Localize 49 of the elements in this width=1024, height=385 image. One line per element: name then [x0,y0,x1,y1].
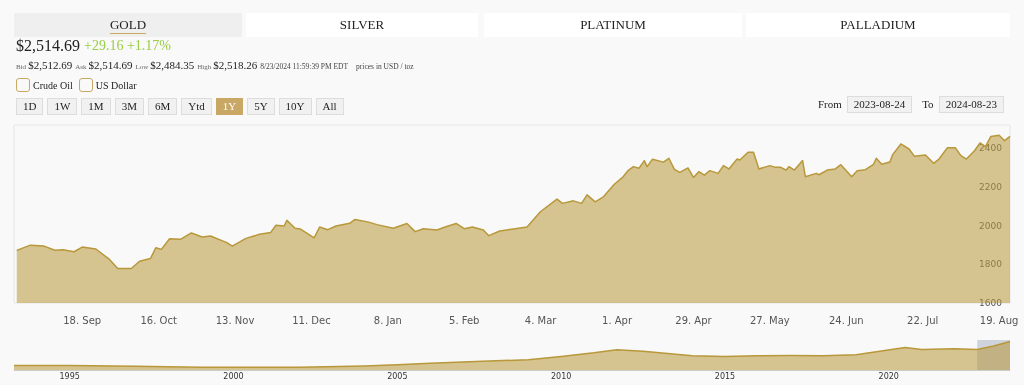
x-tick-label: 18. Sep [63,314,102,326]
text: 1W [47,98,78,115]
text: $2,484.35 [150,59,195,71]
x-tick-label: 29. Apr [675,314,713,326]
y-tick-label: 2000 [979,220,1003,231]
chart-title: GOLD [109,17,147,34]
text: 3M [114,98,144,115]
text: 2024-08-23 [938,96,1004,113]
x-tick-label: 5. Feb [449,314,480,326]
x-tick-label: 4. Mar [524,314,558,326]
x-tick-label: 24. Jun [828,314,864,326]
text: PALLADIUM [840,17,916,32]
text: US Dollar [95,80,137,91]
x-tick-label: 2015 [714,371,736,381]
text: $2,512.69 [28,59,73,71]
x-tick-label: 1. Apr [602,314,633,326]
text: Ytd [181,98,212,115]
text: 10Y [278,98,312,115]
x-tick-label: 16. Oct [140,314,177,326]
y-tick-label: 2400 [979,143,1003,154]
y-tick-label: 1800 [979,259,1003,270]
x-tick-label: 19. Aug [979,314,1019,326]
x-tick-label: 27. May [749,314,790,326]
text: 1M [81,98,111,115]
text: 6M [147,98,178,115]
x-tick-label: 2010 [550,371,572,381]
x-tick-label: 22. Jul [907,314,939,326]
y-tick-label: 2200 [979,181,1003,192]
x-tick-label: 2020 [878,371,899,381]
text: 1D [16,98,44,115]
text: From [818,98,842,110]
x-tick-label: 8. Jan [373,314,402,326]
text: All [315,98,344,115]
text: $2,514.69 [88,59,133,71]
text: 1Y [215,98,244,115]
x-tick-label: 1995 [59,371,80,381]
text: SILVER [339,17,385,32]
x-tick-label: 2005 [387,371,408,381]
text: PLATINUM [580,17,646,32]
text: +29.16 +1.17% [84,38,171,54]
x-tick-label: 11. Dec [292,314,331,326]
text: 5Y [247,98,275,115]
text: $2,518.26 [213,59,258,71]
x-tick-label: 13. Nov [215,314,255,326]
text: Crude Oil [33,80,73,91]
text: To [922,98,934,110]
x-tick-label: 2000 [223,371,244,381]
text: $2,514.69 [16,37,80,55]
text: 2023-08-24 [846,96,913,113]
